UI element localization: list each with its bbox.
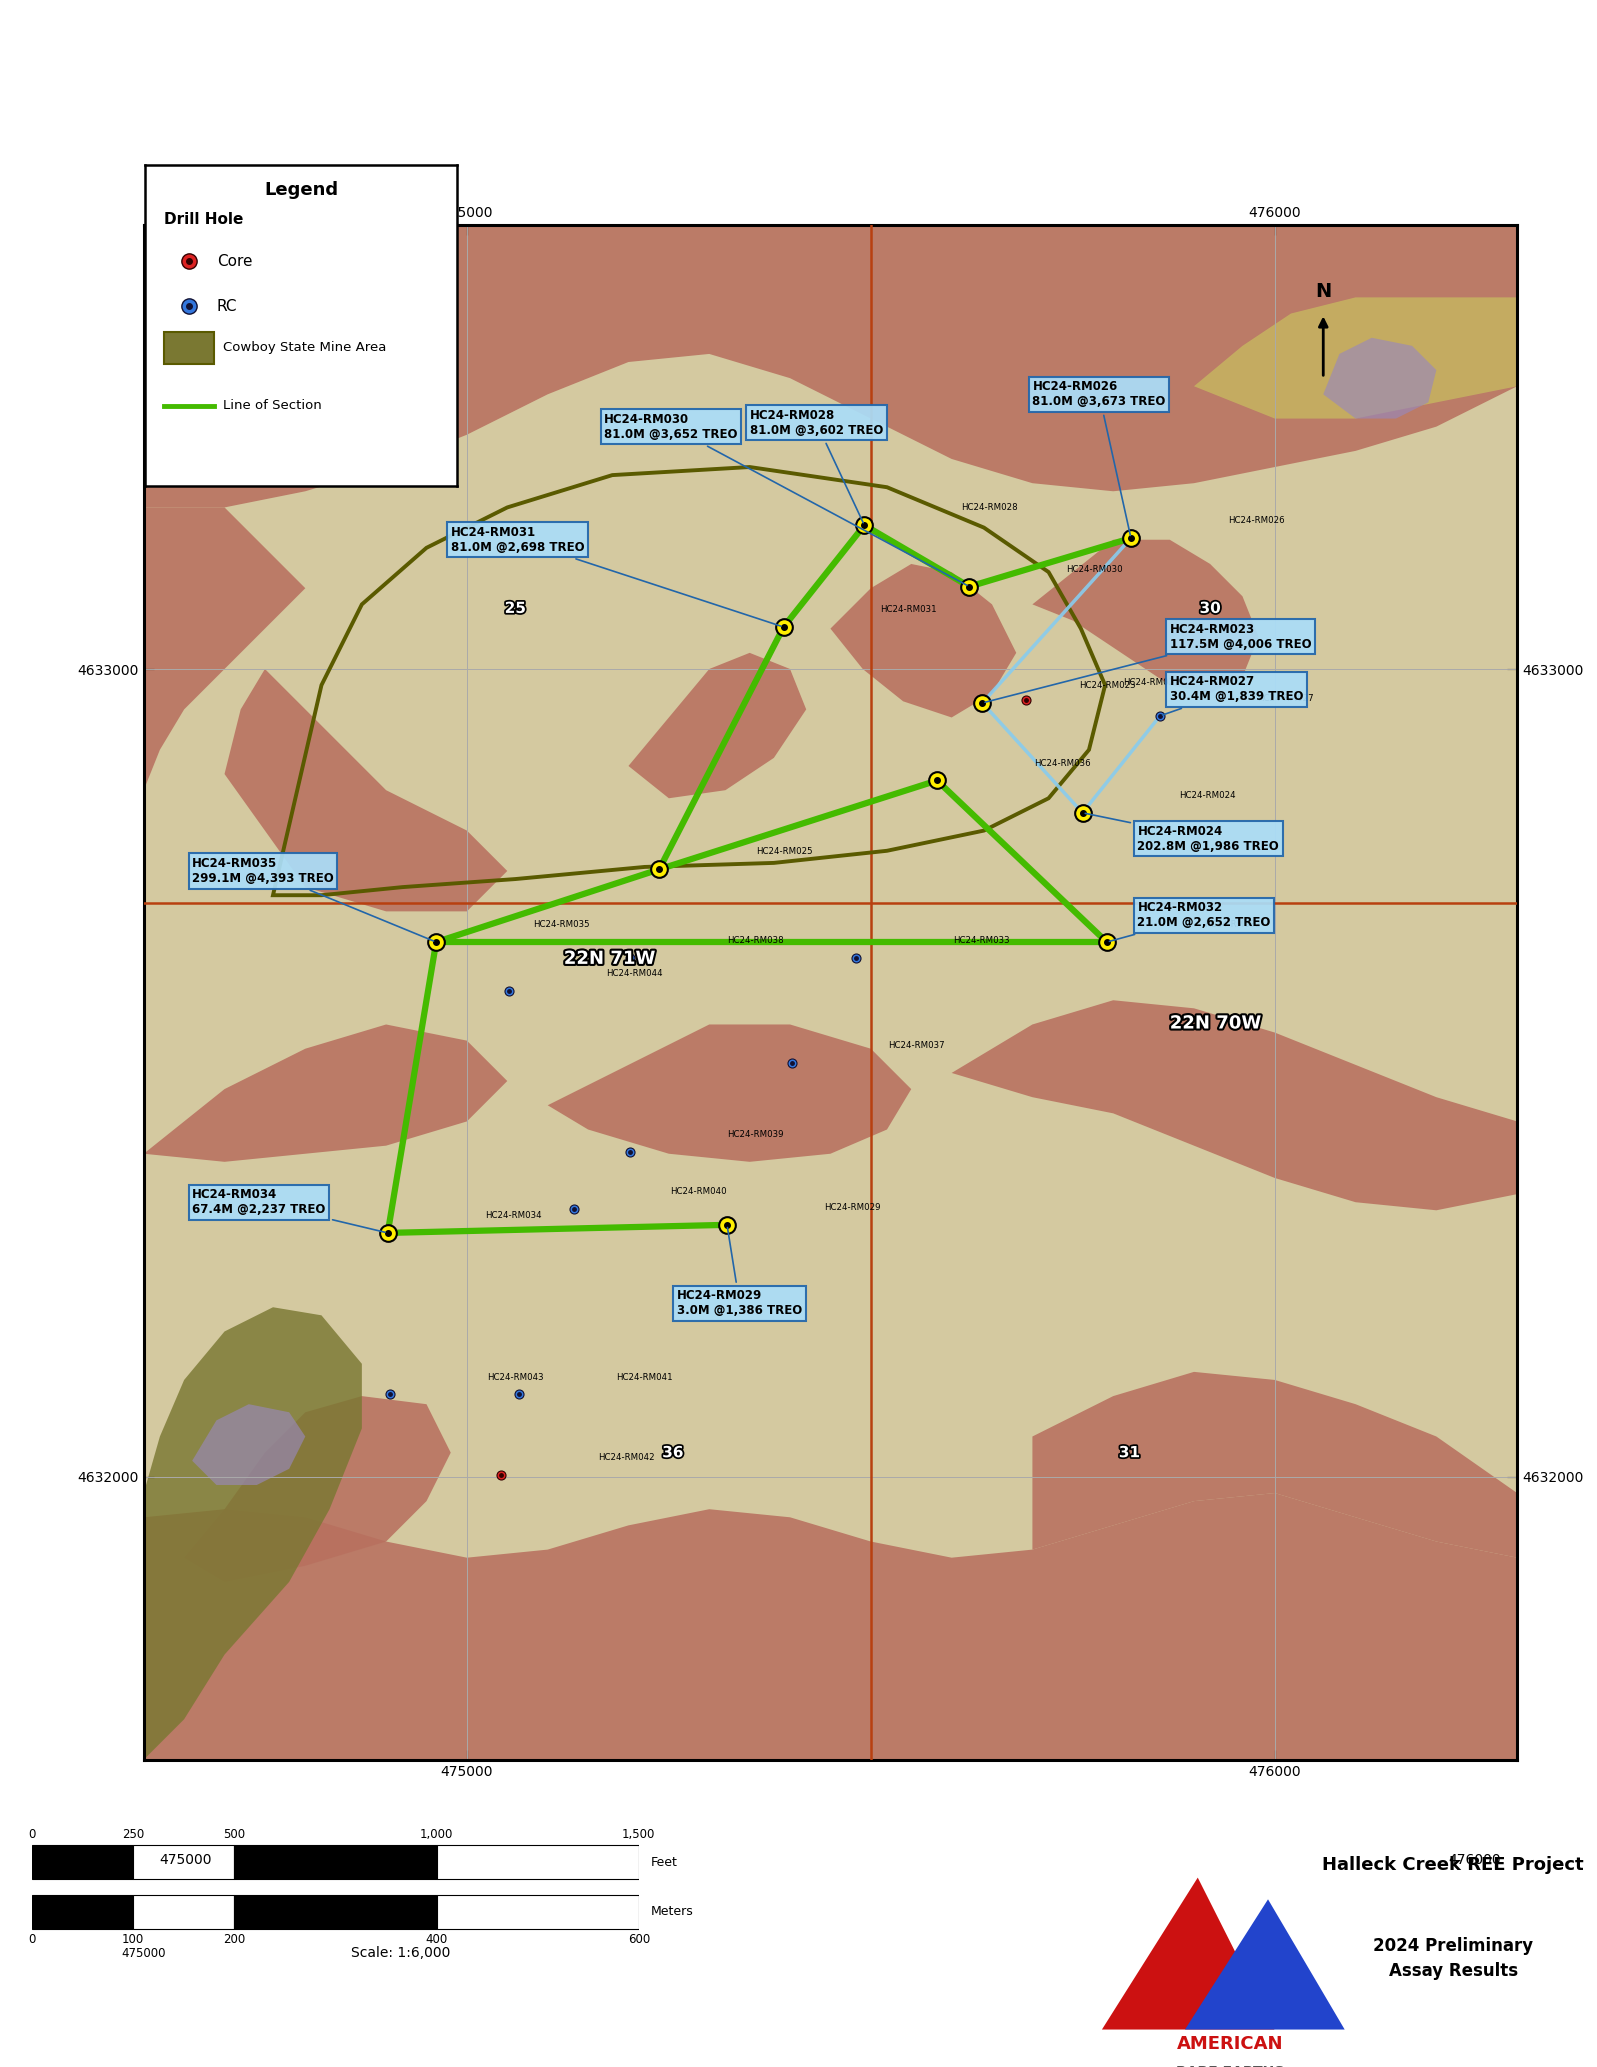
Text: HC24-RM028
81.0M @3,602 TREO: HC24-RM028 81.0M @3,602 TREO xyxy=(749,409,883,523)
Bar xyxy=(436,1895,639,1929)
Text: 0: 0 xyxy=(29,1827,35,1840)
Polygon shape xyxy=(1324,337,1436,418)
Text: Feet: Feet xyxy=(652,1856,677,1869)
Text: 22N 71W: 22N 71W xyxy=(564,951,655,967)
Polygon shape xyxy=(1032,1372,1517,1559)
Text: HC24-RM043: HC24-RM043 xyxy=(487,1372,543,1381)
Text: HC24-RM032
21.0M @2,652 TREO: HC24-RM032 21.0M @2,652 TREO xyxy=(1110,901,1271,940)
Text: HC24-RM030: HC24-RM030 xyxy=(1067,564,1123,575)
Text: 600: 600 xyxy=(628,1933,650,1947)
Text: HC24-RM038: HC24-RM038 xyxy=(727,936,784,945)
Polygon shape xyxy=(192,1403,305,1484)
Polygon shape xyxy=(548,1025,912,1162)
Text: HC24-RM024
202.8M @1,986 TREO: HC24-RM024 202.8M @1,986 TREO xyxy=(1086,814,1279,854)
Text: HC24-RM031: HC24-RM031 xyxy=(880,606,937,614)
Text: 400: 400 xyxy=(425,1933,447,1947)
Polygon shape xyxy=(1185,1900,1345,2030)
Polygon shape xyxy=(629,653,806,798)
Text: Meters: Meters xyxy=(652,1906,693,1918)
Text: HC24-RM041: HC24-RM041 xyxy=(616,1372,672,1381)
Text: 0: 0 xyxy=(29,1933,35,1947)
Text: 475000: 475000 xyxy=(160,1854,212,1867)
Text: AMERICAN: AMERICAN xyxy=(1177,2034,1282,2053)
Text: HC24-RM042: HC24-RM042 xyxy=(597,1453,655,1461)
Text: HC24-RM026: HC24-RM026 xyxy=(1228,517,1284,525)
Text: HC24-RM036: HC24-RM036 xyxy=(1033,759,1091,767)
Text: HC24-RM026
81.0M @3,673 TREO: HC24-RM026 81.0M @3,673 TREO xyxy=(1032,380,1166,535)
Text: HC24-RM024: HC24-RM024 xyxy=(1180,792,1236,800)
Text: 250: 250 xyxy=(121,1827,144,1840)
Text: 30: 30 xyxy=(1199,601,1220,616)
Text: HC24-RM031
81.0M @2,698 TREO: HC24-RM031 81.0M @2,698 TREO xyxy=(450,525,781,626)
Text: 476000: 476000 xyxy=(1448,1854,1501,1867)
Bar xyxy=(235,1895,436,1929)
Text: 475000: 475000 xyxy=(121,1947,166,1960)
Polygon shape xyxy=(144,506,305,790)
Polygon shape xyxy=(1195,298,1517,418)
Text: Drill Hole: Drill Hole xyxy=(164,213,243,227)
Text: 31: 31 xyxy=(1119,1445,1140,1459)
Text: N: N xyxy=(1316,283,1332,302)
Text: HC24-RM032: HC24-RM032 xyxy=(1204,920,1260,930)
Polygon shape xyxy=(830,564,1016,717)
Text: HC24-RM023: HC24-RM023 xyxy=(1080,680,1135,690)
Text: Scale: 1:6,000: Scale: 1:6,000 xyxy=(351,1947,450,1960)
Text: 2024 Preliminary
Assay Results: 2024 Preliminary Assay Results xyxy=(1373,1937,1533,1980)
Text: 500: 500 xyxy=(224,1827,246,1840)
Text: Legend: Legend xyxy=(264,182,339,198)
Text: 22N 70W: 22N 70W xyxy=(1169,1015,1262,1034)
Text: HC24-RM029: HC24-RM029 xyxy=(824,1203,880,1211)
Text: HC24-RM021: HC24-RM021 xyxy=(1123,678,1180,686)
Text: HC24-RM030
81.0M @3,652 TREO: HC24-RM030 81.0M @3,652 TREO xyxy=(604,413,966,585)
Polygon shape xyxy=(1032,539,1258,692)
Text: 36: 36 xyxy=(663,1445,684,1459)
Text: RARE EARTHS: RARE EARTHS xyxy=(1175,2065,1284,2067)
Polygon shape xyxy=(144,1025,508,1162)
Bar xyxy=(32,1895,133,1929)
Polygon shape xyxy=(144,225,1517,506)
Text: HC24-RM040: HC24-RM040 xyxy=(671,1186,727,1195)
Text: Cowboy State Mine Area: Cowboy State Mine Area xyxy=(224,341,386,353)
Text: HC24-RM029
3.0M @1,386 TREO: HC24-RM029 3.0M @1,386 TREO xyxy=(677,1228,802,1317)
Text: HC24-RM027: HC24-RM027 xyxy=(1257,695,1314,703)
Text: HC24-RM034: HC24-RM034 xyxy=(484,1211,541,1220)
Text: HC24-RM035: HC24-RM035 xyxy=(533,920,589,930)
Text: HC24-RM035
299.1M @4,393 TREO: HC24-RM035 299.1M @4,393 TREO xyxy=(192,858,434,940)
Bar xyxy=(436,1846,639,1879)
Text: HC24-RM025: HC24-RM025 xyxy=(755,847,813,856)
Text: 200: 200 xyxy=(224,1933,246,1947)
Text: RC: RC xyxy=(217,300,238,314)
Text: Core: Core xyxy=(217,254,252,269)
Text: 25: 25 xyxy=(505,601,525,616)
Bar xyxy=(32,1846,133,1879)
Text: Halleck Creek REE Project: Halleck Creek REE Project xyxy=(1322,1856,1584,1875)
Bar xyxy=(235,1846,436,1879)
Text: Line of Section: Line of Section xyxy=(224,399,323,411)
Bar xyxy=(133,1895,235,1929)
Bar xyxy=(133,1846,235,1879)
Bar xyxy=(164,333,214,364)
Text: HC24-RM034
67.4M @2,237 TREO: HC24-RM034 67.4M @2,237 TREO xyxy=(192,1189,385,1232)
Text: HC24-RM039: HC24-RM039 xyxy=(727,1131,784,1139)
Text: HC24-RM033: HC24-RM033 xyxy=(953,936,1009,945)
Text: HC24-RM044: HC24-RM044 xyxy=(605,969,663,978)
Text: HC24-RM037: HC24-RM037 xyxy=(888,1042,945,1050)
Text: 1,500: 1,500 xyxy=(623,1827,655,1840)
Text: HC24-RM027
30.4M @1,839 TREO: HC24-RM027 30.4M @1,839 TREO xyxy=(1163,676,1303,715)
Polygon shape xyxy=(144,1306,363,1759)
Text: HC24-RM028: HC24-RM028 xyxy=(961,502,1017,513)
Polygon shape xyxy=(184,1395,450,1581)
Text: 100: 100 xyxy=(121,1933,144,1947)
Polygon shape xyxy=(1102,1877,1274,2030)
Polygon shape xyxy=(225,670,508,912)
Text: 1,000: 1,000 xyxy=(420,1827,454,1840)
Text: HC24-RM023
117.5M @4,006 TREO: HC24-RM023 117.5M @4,006 TREO xyxy=(985,622,1311,703)
Polygon shape xyxy=(952,1000,1517,1211)
Polygon shape xyxy=(144,1492,1517,1759)
